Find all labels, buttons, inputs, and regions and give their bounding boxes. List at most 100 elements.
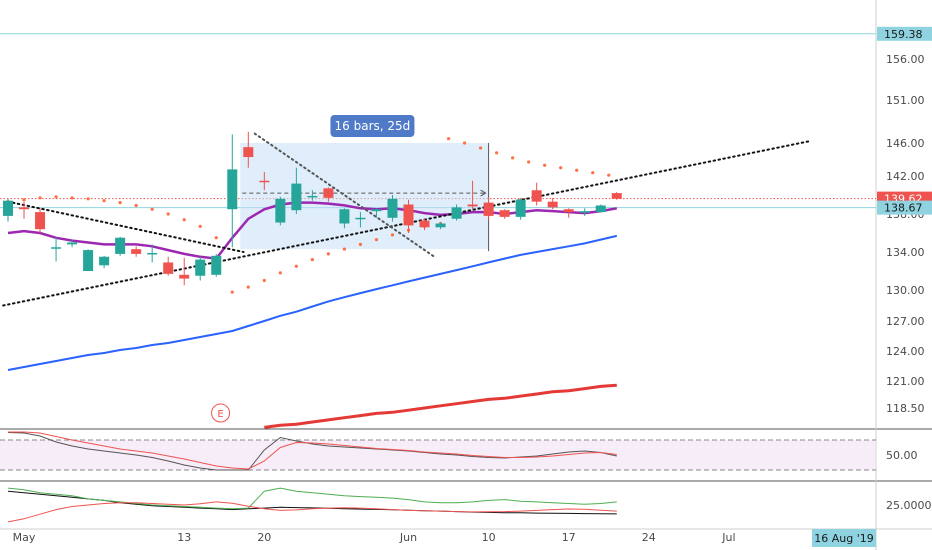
candle-body [195, 259, 206, 276]
x-tick-label: 13 [177, 531, 191, 544]
main-price-pane[interactable]: 16 bars, 25d E [0, 33, 876, 429]
candle-body [307, 195, 318, 198]
candle-body [419, 220, 430, 228]
candle-body [179, 274, 190, 279]
psar-dot [478, 146, 483, 150]
axes: 156.00151.00146.00142.00138.00134.00130.… [13, 26, 932, 547]
candle-body [99, 256, 110, 266]
psar-dot [150, 207, 154, 211]
candle-body [595, 205, 606, 213]
x-tick-label: 17 [562, 531, 576, 544]
psar-dot [358, 242, 363, 246]
osc2-line [7, 501, 617, 523]
psar-dot [230, 290, 234, 294]
candle-body [115, 237, 126, 254]
x-tick-label: May [13, 531, 36, 544]
osc1-line [8, 431, 617, 470]
psar-dot [166, 212, 170, 216]
y-tick-label: 130.00 [886, 284, 925, 297]
y-tick-label: 134.00 [886, 246, 925, 259]
psar-dot [38, 196, 42, 200]
candle-body [611, 193, 622, 199]
psar-dot [462, 141, 467, 145]
candle-body [83, 250, 94, 271]
candle-body [243, 147, 254, 158]
price-tag [877, 200, 932, 215]
earnings-event-icon [211, 403, 231, 423]
candle-body [227, 169, 238, 210]
osc1-tick-label: 50.00 [886, 449, 918, 462]
candle-body [3, 200, 13, 216]
candle-body [355, 217, 366, 220]
psar-dot [495, 151, 499, 155]
candle-body [147, 252, 158, 255]
candle-body [275, 198, 286, 223]
candle-body [483, 202, 494, 216]
y-tick-label: 118.50 [886, 402, 925, 415]
candle-body [371, 209, 382, 212]
psar-dot [575, 168, 579, 172]
psar-dot [559, 166, 563, 170]
candle-body [51, 247, 62, 249]
y-tick-label: 124.00 [886, 345, 925, 358]
candle-body [19, 207, 30, 210]
measure-box [240, 143, 489, 250]
candle-body [387, 198, 398, 218]
candle-body [467, 204, 478, 207]
y-tick-label: 151.00 [886, 94, 925, 107]
psar-dot [102, 199, 106, 203]
psar-dot [374, 238, 379, 242]
price-tag [877, 26, 932, 41]
psar-dot [527, 160, 531, 164]
psar-dot [182, 218, 186, 222]
candle-body [35, 212, 46, 230]
candle-body [291, 183, 302, 211]
candle-body [531, 190, 542, 202]
candle-body [499, 210, 510, 217]
candle-body [163, 262, 174, 274]
date-tag [812, 529, 876, 547]
candle-body [323, 188, 334, 198]
price-tag-label: 138.67 [884, 202, 923, 215]
candle-body [211, 255, 222, 275]
candle-body [131, 249, 142, 254]
ma-long-line [7, 234, 618, 371]
arrow-head-icon [480, 189, 487, 197]
x-tick-label: Jun [399, 531, 417, 544]
candle-body [259, 180, 270, 183]
red-line [264, 383, 617, 429]
osc2-line [7, 487, 617, 510]
psar-dot [198, 224, 202, 228]
psar-dot [70, 196, 74, 200]
y-tick-label: 142.00 [886, 170, 925, 183]
price-tag-label: 159.38 [884, 28, 923, 41]
y-tick-label: 146.00 [886, 137, 925, 150]
osc1-band [0, 440, 876, 470]
y-tick-label: 127.00 [886, 315, 925, 328]
psar-dot [134, 203, 138, 208]
trendline [7, 200, 245, 253]
oscillator-pane-1 [0, 431, 876, 471]
psar-dot [326, 252, 330, 256]
psar-dot [543, 163, 547, 167]
oscillator-pane-2 [7, 487, 617, 523]
candle-body [563, 209, 574, 213]
measure-label: 16 bars, 25d [335, 119, 411, 133]
psar-dot [342, 247, 347, 251]
y-tick-label: 156.00 [886, 53, 925, 66]
osc2-tick-label: 25.0000 [886, 499, 932, 512]
candle-body [67, 242, 78, 245]
psar-dot [390, 233, 395, 237]
psar-dot [86, 197, 90, 201]
candle-body [451, 207, 462, 219]
x-tick-label: 24 [642, 531, 656, 544]
psar-dot [310, 258, 314, 262]
psar-dot [246, 285, 250, 289]
trendline [253, 132, 437, 259]
earnings-event-label: E [217, 409, 223, 420]
candle-body [547, 201, 558, 208]
y-tick-label: 121.00 [886, 375, 925, 388]
psar-dot [54, 195, 58, 199]
